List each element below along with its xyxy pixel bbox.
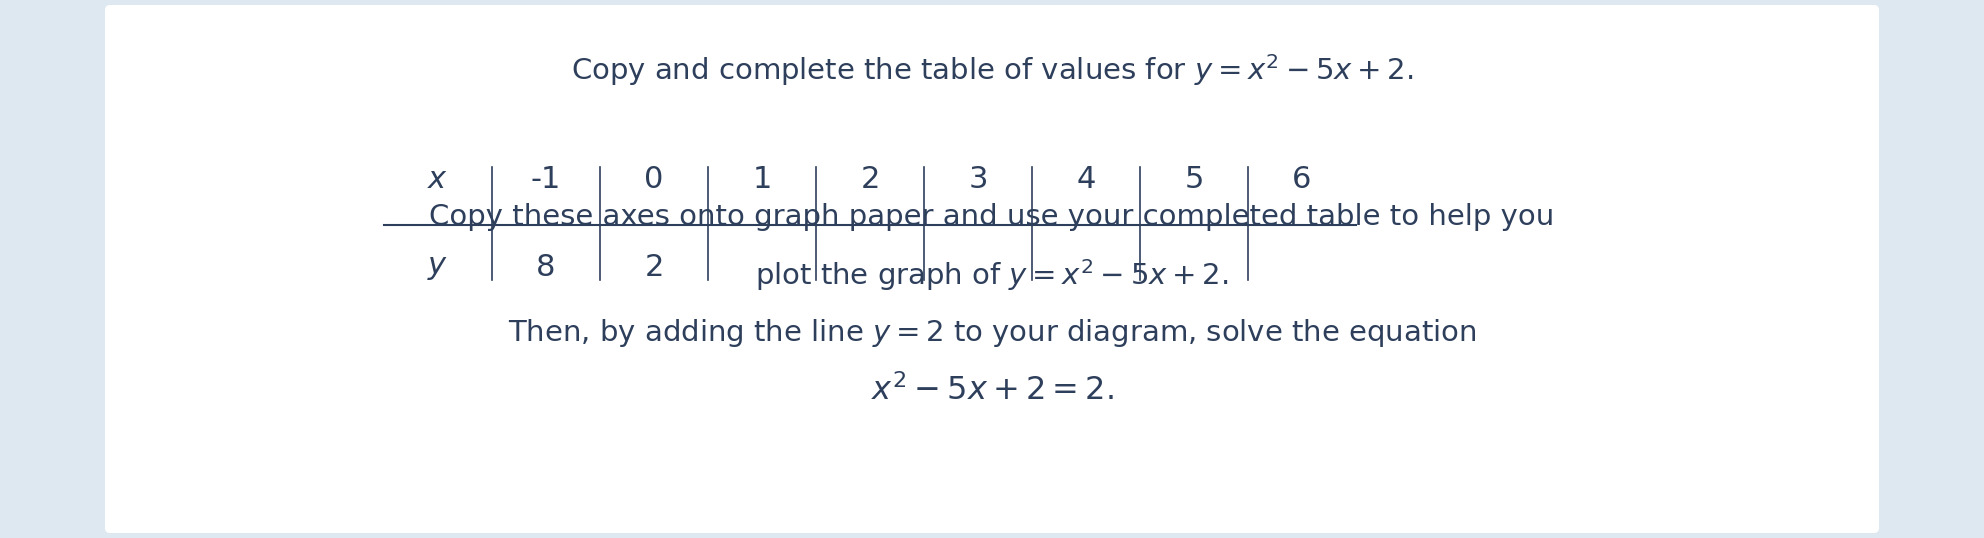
Text: 2: 2 [861,166,879,195]
Text: $x$: $x$ [427,166,448,195]
FancyBboxPatch shape [105,5,1879,533]
Text: $x^2 - 5x + 2 = 2$.: $x^2 - 5x + 2 = 2$. [871,374,1113,407]
Text: 8: 8 [536,253,556,282]
Text: -1: -1 [532,166,561,195]
Text: 6: 6 [1292,166,1311,195]
Text: $y$: $y$ [427,253,448,282]
Text: 2: 2 [645,253,665,282]
Text: Copy and complete the table of values for $y = x^2 - 5x + 2$.: Copy and complete the table of values fo… [571,52,1413,88]
Text: 1: 1 [752,166,772,195]
Text: 3: 3 [968,166,988,195]
Text: 4: 4 [1075,166,1095,195]
Text: Then, by adding the line $y = 2$ to your diagram, solve the equation: Then, by adding the line $y = 2$ to your… [508,317,1476,349]
Text: 5: 5 [1184,166,1204,195]
Text: 0: 0 [645,166,665,195]
Text: plot the graph of $y = x^2 - 5x + 2$.: plot the graph of $y = x^2 - 5x + 2$. [756,257,1228,293]
Text: Copy these axes onto graph paper and use your completed table to help you: Copy these axes onto graph paper and use… [429,203,1555,231]
